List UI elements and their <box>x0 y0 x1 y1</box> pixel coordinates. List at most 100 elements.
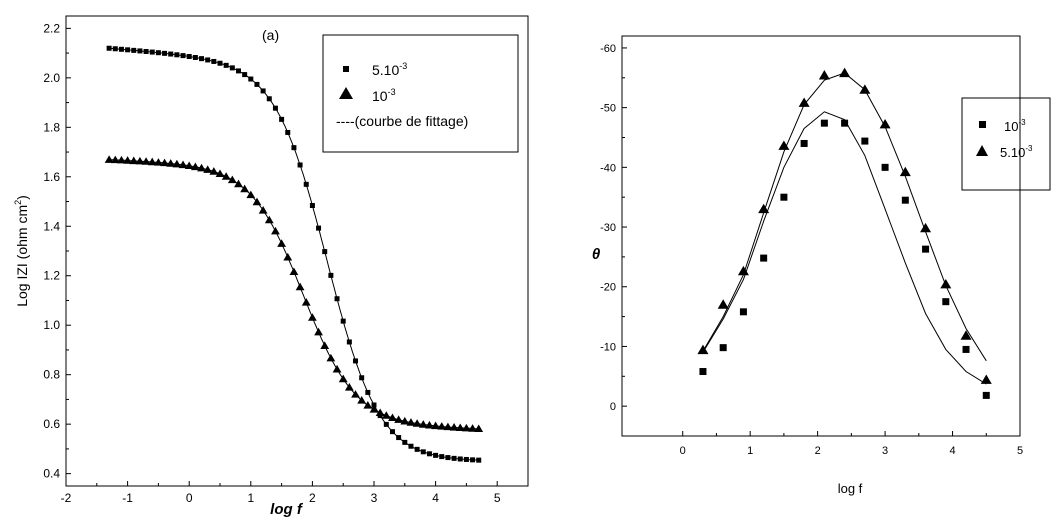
data-point <box>155 50 161 56</box>
data-point <box>351 390 360 398</box>
legend-label: 10-3 <box>372 87 396 104</box>
panel-b-x-ticks: 0 1 2 3 4 5 <box>680 431 1023 457</box>
square-marker-icon <box>343 66 349 72</box>
data-point <box>463 456 469 462</box>
data-point <box>297 162 303 168</box>
data-point <box>172 159 182 168</box>
data-point <box>117 155 126 164</box>
data-point <box>192 54 198 60</box>
data-point <box>861 137 869 145</box>
data-point <box>400 416 410 425</box>
data-point <box>303 181 309 187</box>
data-point <box>420 449 426 455</box>
data-point <box>412 419 422 427</box>
data-point <box>271 226 280 235</box>
data-point <box>365 389 371 395</box>
data-point <box>346 339 352 345</box>
x-tick-label: 2 <box>309 491 316 505</box>
data-point <box>758 203 770 214</box>
data-point <box>389 429 395 435</box>
data-point <box>439 454 445 460</box>
y-tick-label: -20 <box>600 282 616 294</box>
panel-a-label: (a) <box>262 27 279 43</box>
x-tick-label: 3 <box>371 491 378 505</box>
data-point <box>316 225 322 231</box>
data-point <box>301 298 311 306</box>
data-point <box>104 155 114 163</box>
data-point <box>184 161 194 170</box>
data-point <box>242 72 248 78</box>
data-point <box>266 96 272 102</box>
panel-a-legend-entry-1: 5.10-3 <box>343 61 407 78</box>
data-point <box>258 206 268 214</box>
data-point <box>760 254 768 262</box>
y-tick-label: 0.4 <box>43 467 60 481</box>
y-tick-label: -10 <box>600 341 616 353</box>
data-point <box>154 158 163 166</box>
panel-a-fit-curves <box>109 47 479 461</box>
data-point <box>277 239 286 247</box>
panel-b-frame <box>621 35 1021 437</box>
data-point <box>314 327 323 336</box>
data-point <box>375 408 385 417</box>
data-point <box>426 451 432 457</box>
data-point <box>197 163 206 172</box>
data-point <box>166 159 176 167</box>
panel-a: 0.4 0.6 0.8 1.0 1.2 1.4 1.6 1.8 2.0 2.2 -2 -1 0 1 2 3 4… <box>13 15 529 517</box>
data-point <box>470 457 476 463</box>
data-point <box>468 424 477 432</box>
data-point <box>338 374 348 383</box>
data-point <box>980 374 992 384</box>
data-point <box>942 298 950 306</box>
data-point <box>326 353 336 362</box>
panel-a-y-label: Log IZI (ohm cm2) <box>13 195 30 307</box>
data-point <box>371 402 377 408</box>
x-tick-label: 2 <box>815 445 821 457</box>
data-point <box>178 160 188 169</box>
data-point <box>240 184 250 193</box>
data-point <box>962 345 970 353</box>
panel-b-x-label: log f <box>838 481 863 496</box>
data-point <box>322 249 328 255</box>
data-point <box>739 308 747 316</box>
data-point <box>451 455 457 461</box>
data-point <box>402 439 408 445</box>
y-tick-label: -60 <box>600 43 616 55</box>
y-tick-label: 1.0 <box>43 318 60 332</box>
panel-b-legend-entry-2: 5.10-3 <box>976 144 1033 160</box>
data-point <box>388 413 397 422</box>
panel-b-legend <box>961 97 1051 191</box>
x-tick-label: -2 <box>61 491 72 505</box>
data-point <box>112 46 118 52</box>
data-point <box>168 51 174 57</box>
data-point <box>455 423 465 432</box>
data-point <box>332 364 342 373</box>
data-point <box>135 156 145 165</box>
data-point <box>264 215 274 224</box>
legend-label: 5.10-3 <box>1000 144 1033 160</box>
y-tick-label: 1.4 <box>43 219 60 233</box>
data-point <box>295 282 305 291</box>
x-tick-label: 1 <box>247 491 254 505</box>
data-point <box>291 145 297 151</box>
data-point <box>110 155 120 164</box>
data-point <box>147 157 157 166</box>
y-tick-label: 1.6 <box>43 170 60 184</box>
data-point <box>215 169 225 178</box>
data-point <box>320 341 330 349</box>
fit-curve <box>109 47 479 461</box>
data-point <box>186 53 192 59</box>
data-point <box>899 166 911 177</box>
data-point <box>369 405 379 413</box>
data-point <box>901 196 909 204</box>
y-tick-label: -30 <box>600 222 616 234</box>
fit-curve <box>702 72 987 362</box>
data-point <box>308 313 317 321</box>
data-point <box>143 48 149 54</box>
panel-a-x-label: log f <box>270 501 304 517</box>
data-point <box>125 47 131 53</box>
data-point <box>252 197 262 206</box>
data-point <box>309 203 315 209</box>
data-point <box>462 423 471 432</box>
data-point <box>285 129 291 135</box>
